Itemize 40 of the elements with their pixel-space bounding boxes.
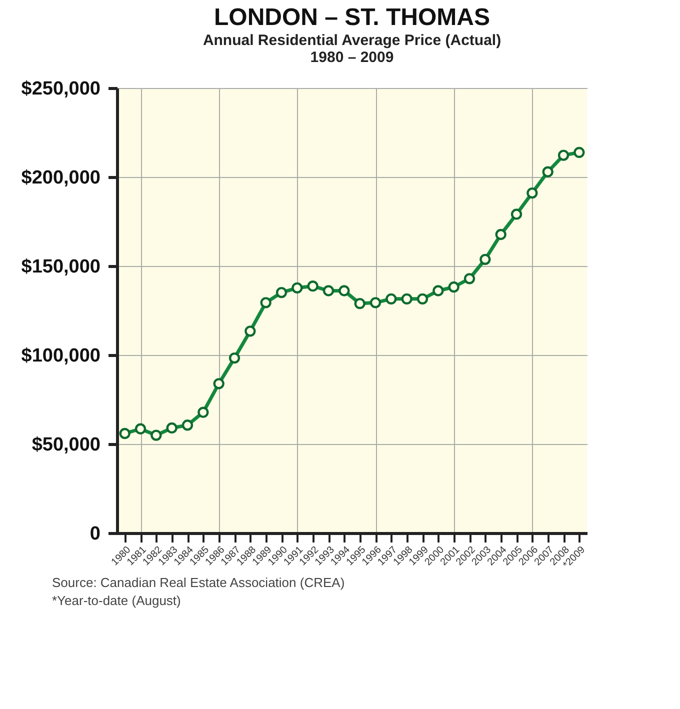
point [574,146,585,158]
point [354,298,366,310]
point [542,166,554,178]
point [134,423,146,434]
point [448,281,460,293]
y-tick-label: $50,000 [32,434,100,456]
source-note: Source: Canadian Real Estate Association (CREA) [52,574,346,592]
point [338,285,350,296]
y-tick-label: $100,000 [21,346,100,366]
point [292,282,303,294]
point [228,352,240,364]
point [198,406,209,418]
y-tick-label: $200,000 [21,168,100,188]
point [480,254,491,265]
point [510,208,522,220]
point [401,293,412,304]
point [166,422,178,434]
point [119,428,130,440]
chart-title: LONDON – ST. THOMAS [214,4,490,31]
point [432,285,444,296]
point [386,293,397,304]
y-tick-label: $150,000 [21,256,100,278]
point [307,280,318,292]
point [322,285,334,296]
point [260,297,272,308]
point [370,297,382,308]
point [526,187,538,199]
y-tick-label: $250,000 [21,78,100,100]
point [416,293,428,304]
point [464,273,476,284]
point [495,228,506,240]
chart-subtitle: Annual Residential Average Price (Actual) 1980 – 2009 [202,32,502,66]
point [150,430,162,441]
point [213,378,224,390]
point [182,420,194,431]
point [276,286,288,298]
text: *Year-to-date (August) [52,592,182,610]
y-tick-label: 0 [90,524,100,544]
point [558,150,570,161]
point [244,326,256,337]
